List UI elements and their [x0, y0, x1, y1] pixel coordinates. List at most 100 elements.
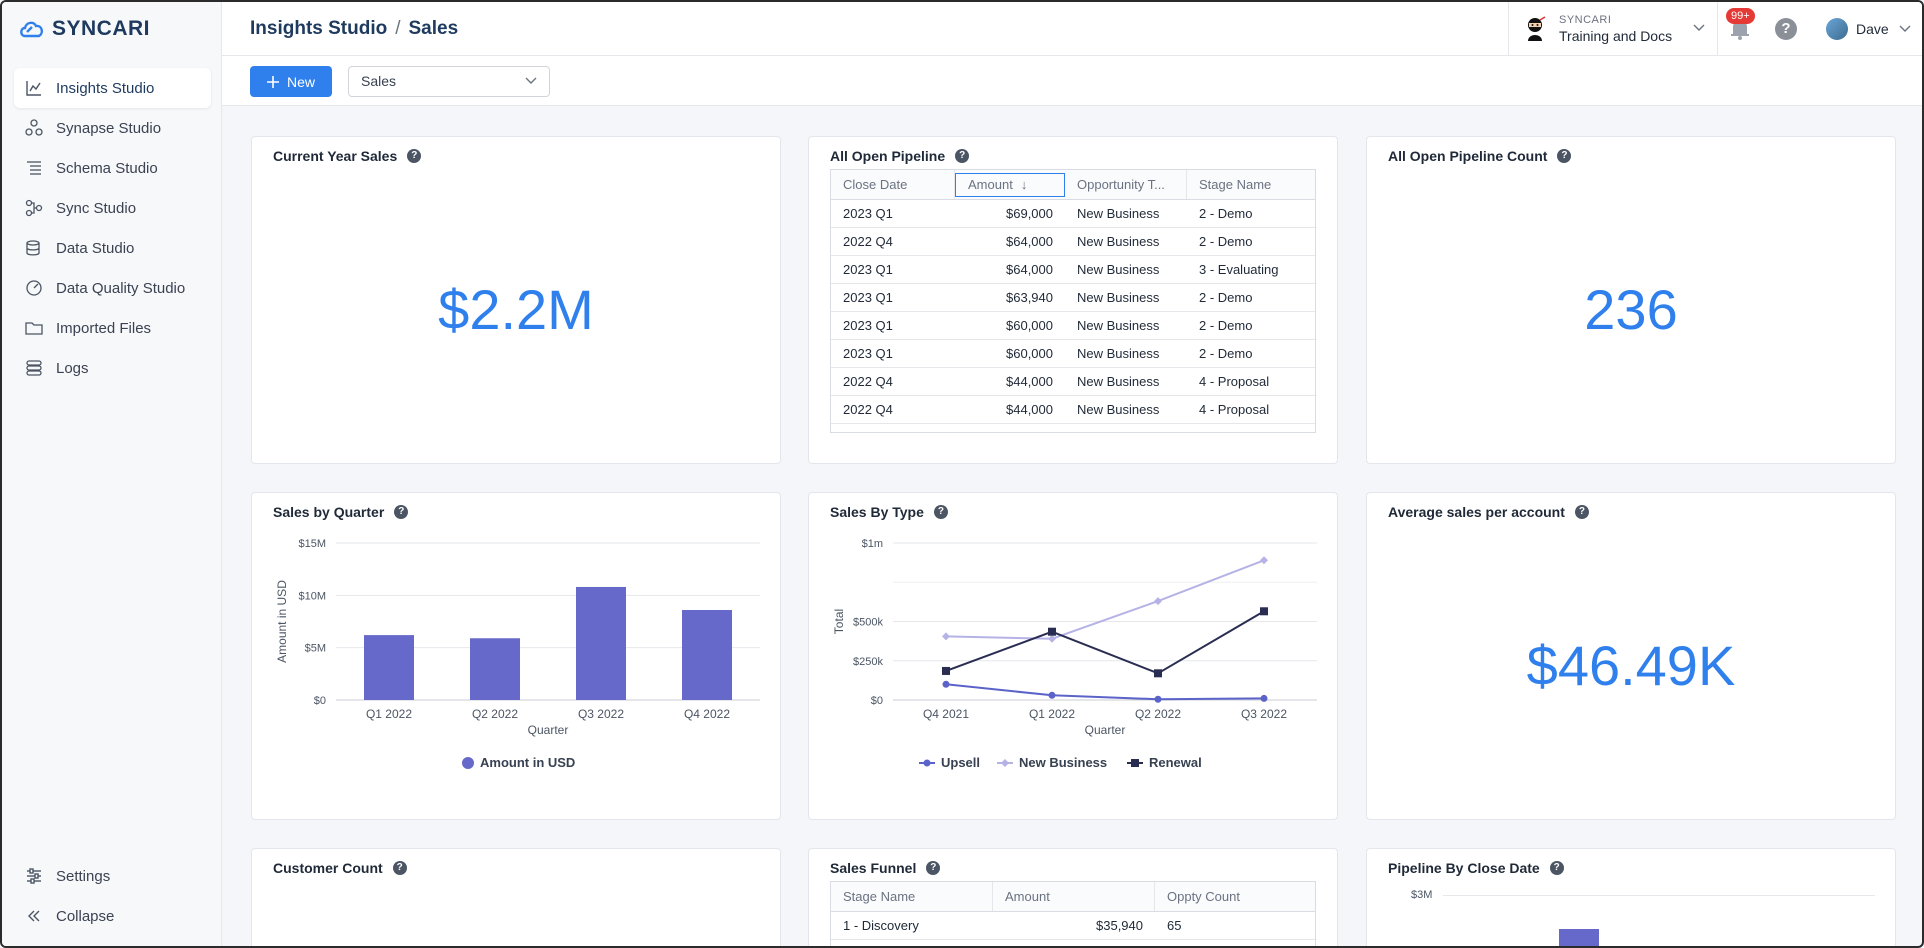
table-cell: $60,000 [1006, 346, 1053, 361]
sidebar-item-label: Collapse [56, 907, 115, 925]
data-point [942, 666, 950, 675]
y-tick-label: $5M [305, 643, 326, 655]
sidebar-item-sync-studio[interactable]: Sync Studio [14, 188, 211, 228]
card-pipeline-by-close-date: Pipeline By Close Date? $3M [1366, 848, 1896, 946]
sidebar-item-data-quality-studio[interactable]: Data Quality Studio [14, 268, 211, 308]
x-axis-label: Quarter [528, 723, 569, 737]
chart-bar [682, 609, 732, 700]
table-cell: 2022 Q4 [843, 402, 893, 417]
sidebar-item-label: Sync Studio [56, 199, 137, 217]
schema-icon [24, 158, 44, 178]
dashboard-toolbar: New Sales [222, 56, 1922, 106]
sidebar-item-synapse-studio[interactable]: Synapse Studio [14, 108, 211, 148]
chart-bar [470, 638, 520, 700]
org-meta: SYNCARI Training and Docs [1559, 14, 1672, 44]
chevron-down-icon [1693, 24, 1705, 31]
help-circle-icon[interactable]: ? [407, 149, 422, 163]
card-title: Sales Funnel? [830, 860, 941, 876]
sidebar-item-logs[interactable]: Logs [14, 348, 211, 388]
table-row[interactable]: 2023 Q1 $60,000 New Business 2 - Demo [831, 340, 1315, 368]
help-circle-icon[interactable]: ? [926, 861, 941, 875]
help-button[interactable]: ? [1775, 18, 1797, 40]
help-circle-icon[interactable]: ? [955, 149, 970, 163]
column-header[interactable]: Stage Name [831, 882, 993, 911]
table-cell: $35,940 [1096, 918, 1143, 933]
table-cell: $60,000 [1006, 318, 1053, 333]
user-name: Dave [1856, 21, 1889, 37]
table-cell: $44,000 [1006, 402, 1053, 417]
sidebar-item-label: Logs [56, 359, 89, 377]
pipeline-table: Close Date Amount ↓ Opportunity T... Stage N… [830, 169, 1316, 433]
table-cell: $64,000 [1006, 262, 1053, 277]
table-row[interactable]: 2023 Q1 $69,000 New Business 2 - Demo [831, 200, 1315, 228]
table-row[interactable]: 2023 Q1 $64,000 New Business 3 - Evaluating [831, 256, 1315, 284]
x-axis-label: Quarter [1085, 723, 1126, 737]
user-menu[interactable]: Dave [1826, 18, 1911, 40]
card-title: Sales By Type? [830, 504, 948, 520]
table-row[interactable]: 2022 Q4 $44,000 New Business 4 - Proposal [831, 368, 1315, 396]
database-icon [24, 238, 44, 258]
sidebar-item-label: Schema Studio [56, 159, 158, 177]
column-header-label: Stage Name [1199, 177, 1272, 192]
column-header-label: Opportunity T... [1077, 177, 1165, 192]
chart-bar [1559, 929, 1599, 946]
table-cell: $63,940 [1006, 290, 1053, 305]
table-row[interactable]: 2022 Q4 $44,000 New Business 4 - Proposal [831, 396, 1315, 424]
help-circle-icon[interactable]: ? [392, 861, 407, 875]
table-cell: New Business [1077, 346, 1160, 361]
logo-text: SYNCARI [52, 17, 151, 40]
table-row[interactable]: 2023 Q1 $63,940 New Business 2 - Demo [831, 284, 1315, 312]
column-header[interactable]: Opportunity T... [1065, 170, 1187, 199]
sidebar-item-imported-files[interactable]: Imported Files [14, 308, 211, 348]
sidebar-collapse-button[interactable]: Collapse [14, 896, 211, 936]
x-tick-label: Q1 2022 [1029, 707, 1075, 721]
table-row[interactable]: 2022 Q4 $64,000 New Business 2 - Demo [831, 228, 1315, 256]
sidebar-item-data-studio[interactable]: Data Studio [14, 228, 211, 268]
y-tick-label: $15M [298, 538, 326, 550]
new-button[interactable]: New [250, 66, 332, 97]
card-title-text: Customer Count [273, 860, 383, 876]
card-title-text: All Open Pipeline [830, 148, 946, 164]
table-row[interactable]: 1 - Discovery $35,940 65 [831, 912, 1315, 940]
column-header[interactable]: Amount [993, 882, 1155, 911]
table-cell: 2023 Q1 [843, 318, 893, 333]
gauge-icon [24, 278, 44, 298]
card-current-year-sales: Current Year Sales? $2.2M [251, 136, 781, 464]
column-header[interactable]: Close Date [831, 170, 955, 199]
card-all-open-pipeline-count: All Open Pipeline Count? 236 [1366, 136, 1896, 464]
help-circle-icon[interactable]: ? [1549, 861, 1564, 875]
data-point [1048, 634, 1056, 643]
column-header[interactable]: Stage Name [1187, 170, 1315, 199]
syncari-logo[interactable]: SYNCARI [2, 2, 221, 56]
help-circle-icon[interactable]: ? [1557, 149, 1572, 163]
card-title: Pipeline By Close Date? [1388, 860, 1564, 876]
sidebar-item-insights-studio[interactable]: Insights Studio [14, 68, 211, 108]
card-title: Sales by Quarter? [273, 504, 409, 520]
sidebar-nav: Insights Studio Synapse Studio Schema Stud… [2, 56, 221, 388]
breadcrumb-root[interactable]: Insights Studio [250, 18, 388, 39]
table-cell: 2 - Demo [1199, 318, 1253, 333]
y-tick-label: $250k [853, 656, 883, 668]
sidebar-item-settings[interactable]: Settings [14, 856, 211, 896]
table-cell: 2 - Demo [1199, 206, 1253, 221]
dashboard-select[interactable]: Sales [348, 66, 550, 97]
column-header[interactable]: Oppty Count [1155, 882, 1315, 911]
card-title-text: Average sales per account [1388, 504, 1565, 520]
y-axis-label: Total [832, 609, 846, 634]
gridline [1443, 895, 1875, 896]
help-circle-icon[interactable]: ? [394, 505, 409, 519]
help-circle-icon[interactable]: ? [1574, 505, 1589, 519]
sidebar-item-schema-studio[interactable]: Schema Studio [14, 148, 211, 188]
sync-icon [24, 198, 44, 218]
table-row[interactable]: 2023 Q1 $60,000 New Business 2 - Demo [831, 312, 1315, 340]
kpi-value: $2.2M [438, 278, 594, 341]
help-circle-icon[interactable]: ? [933, 505, 948, 519]
x-tick-label: Q1 2022 [366, 707, 412, 721]
org-switcher[interactable]: SYNCARI Training and Docs [1508, 2, 1718, 56]
y-tick-label: $500k [853, 617, 883, 629]
card-title-text: Pipeline By Close Date [1388, 860, 1540, 876]
table-cell: New Business [1077, 234, 1160, 249]
x-tick-label: Q3 2022 [1241, 707, 1287, 721]
column-header[interactable]: Amount ↓ [955, 173, 1065, 197]
x-tick-label: Q4 2022 [684, 707, 730, 721]
